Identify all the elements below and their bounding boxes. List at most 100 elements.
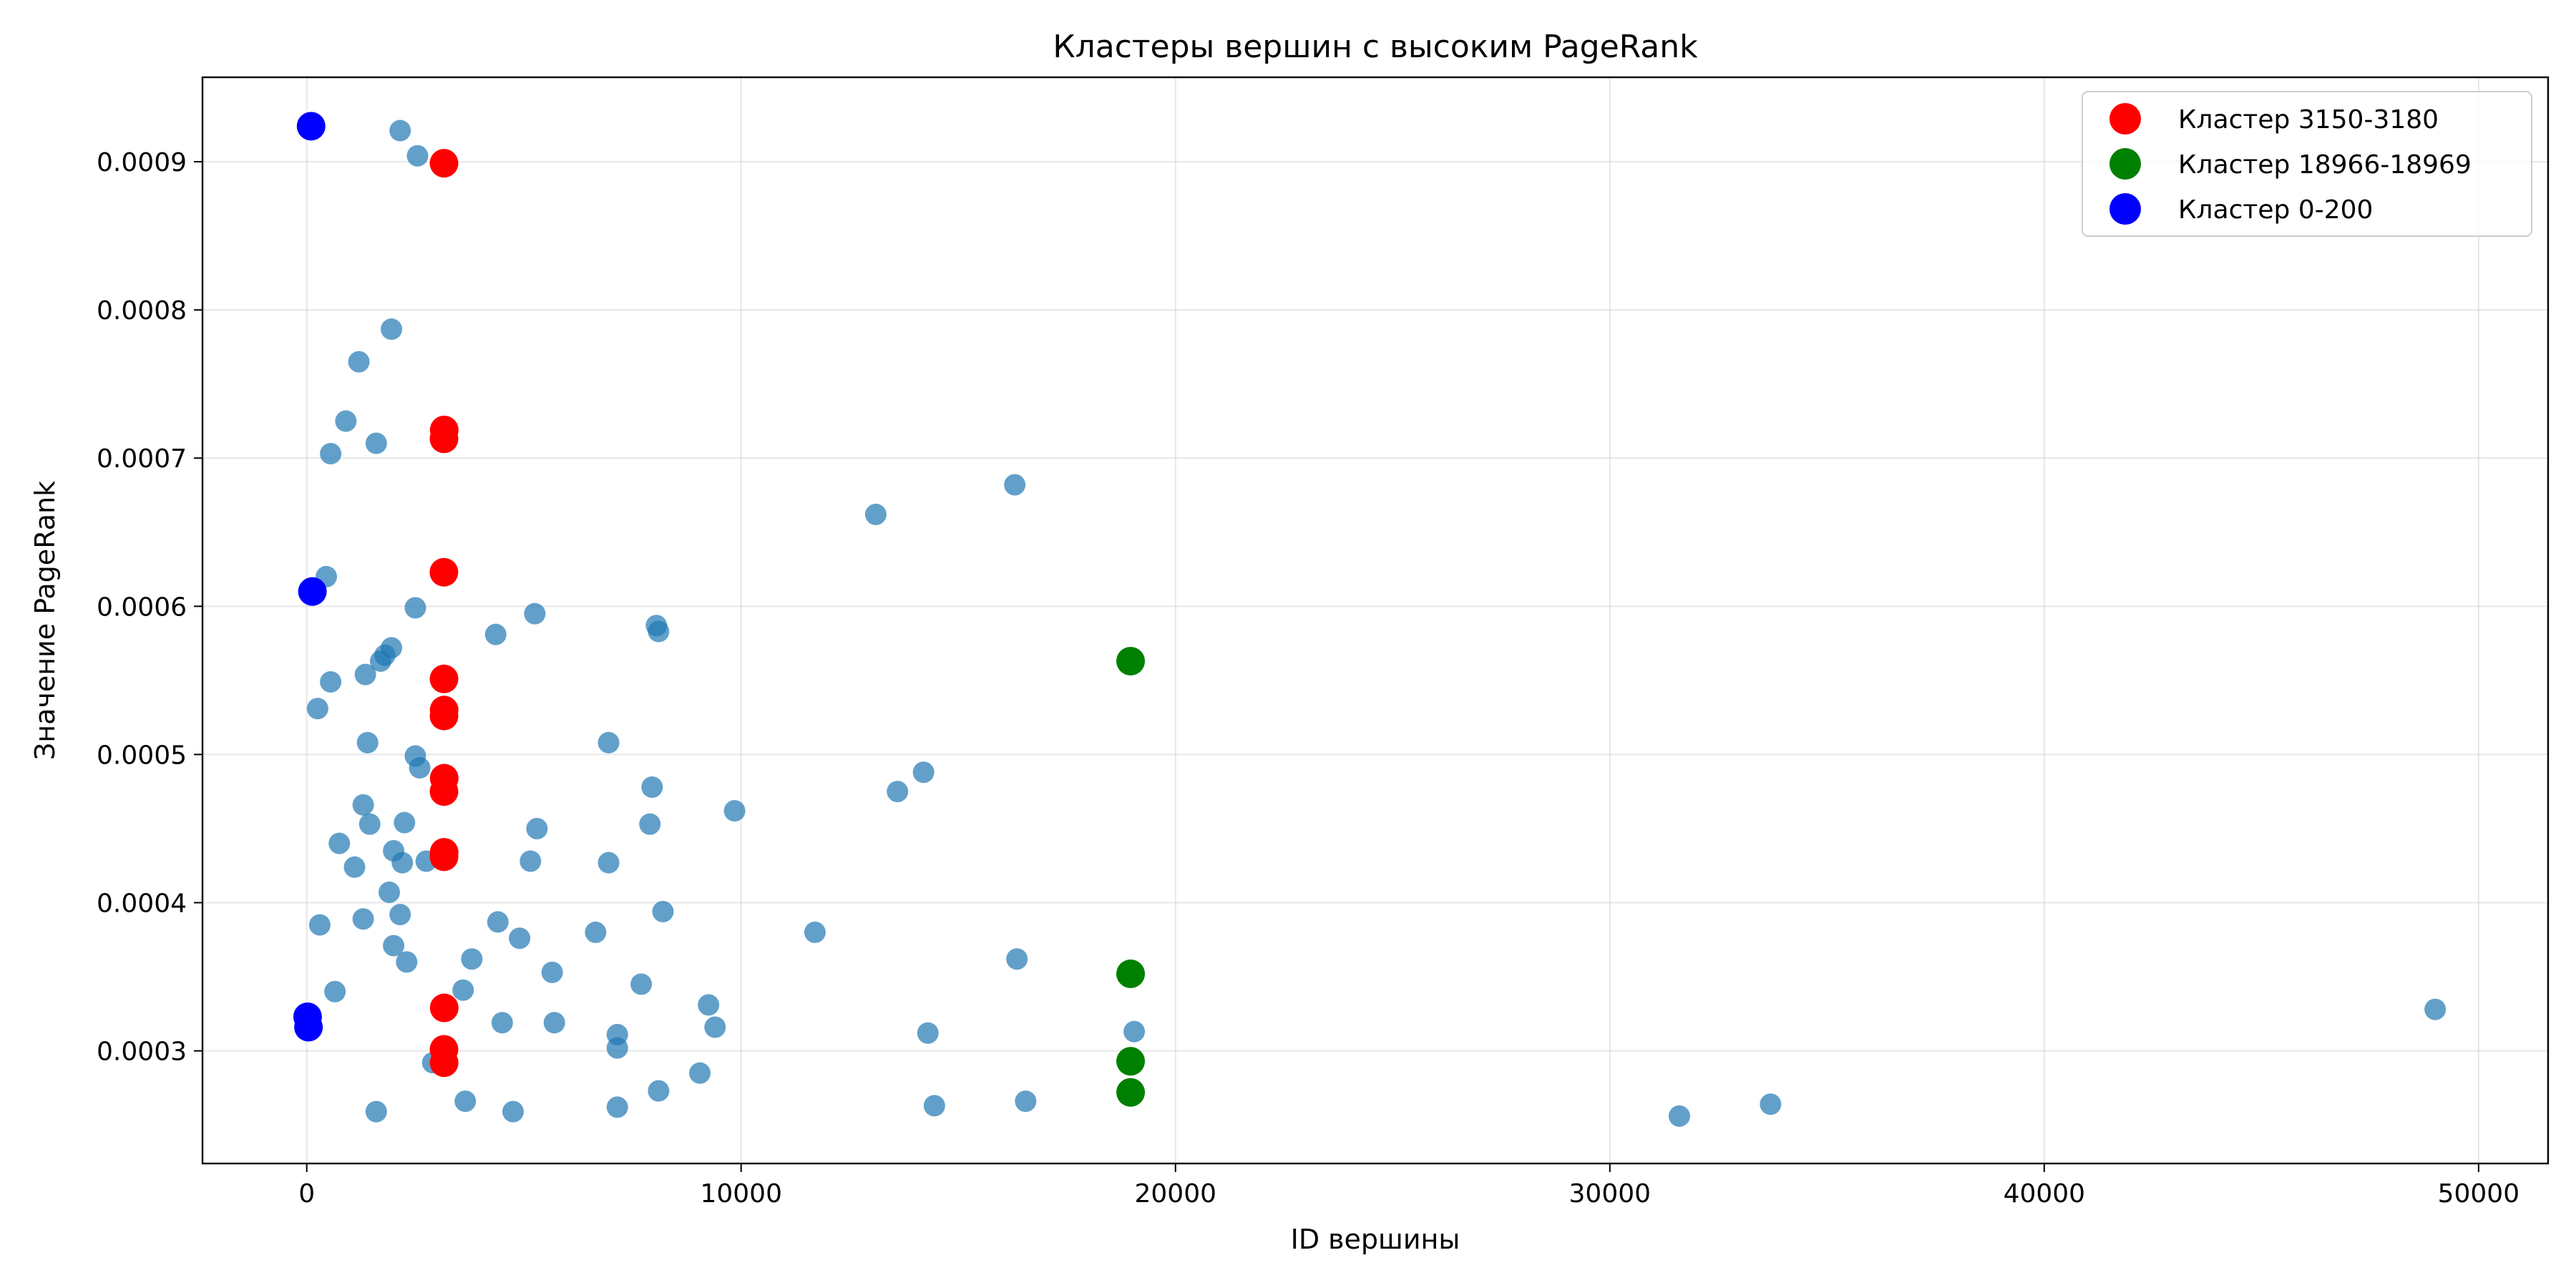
data-point	[1760, 1093, 1782, 1116]
x-tick-label: 10000	[700, 1179, 782, 1209]
data-point	[335, 410, 357, 432]
data-point	[328, 832, 351, 854]
data-point	[526, 817, 548, 839]
grid-lines	[203, 77, 2548, 1163]
data-point	[524, 602, 546, 625]
cluster-point	[429, 777, 459, 806]
data-point	[597, 731, 620, 753]
data-point	[519, 850, 542, 872]
data-point	[491, 1012, 513, 1034]
legend-items: Кластер 3150-3180 Кластер 18966-18969 Клас…	[2109, 103, 2472, 225]
data-point	[383, 935, 405, 957]
cluster-point	[429, 557, 459, 587]
x-tick-label: 0	[298, 1179, 315, 1209]
data-point	[704, 1016, 726, 1038]
legend: Кластер 3150-3180 Кластер 18966-18969 Клас…	[2082, 91, 2532, 237]
cluster-point	[1116, 1047, 1146, 1076]
data-point	[641, 776, 663, 798]
data-point	[354, 663, 376, 686]
data-point	[396, 951, 418, 973]
data-point	[543, 1012, 565, 1034]
data-point	[648, 620, 670, 643]
cluster-point	[429, 424, 459, 454]
data-point	[409, 757, 431, 779]
legend-marker	[2109, 193, 2141, 225]
data-point	[804, 921, 826, 943]
data-point	[606, 1096, 628, 1118]
data-point	[358, 813, 381, 835]
data-point	[2424, 998, 2446, 1020]
data-point	[723, 800, 746, 822]
cluster-point	[1116, 959, 1146, 988]
cluster-point	[294, 1013, 323, 1042]
data-point	[348, 351, 370, 373]
y-axis-ticks: 0.0003 0.0004 0.0005 0.0006 0.0007 0.0008 0.00…	[97, 148, 203, 1067]
plot-frame	[201, 76, 2550, 1165]
data-point	[452, 979, 474, 1001]
y-tick-label: 0.0009	[97, 148, 187, 177]
data-point	[352, 908, 374, 930]
y-tick-label: 0.0004	[97, 889, 187, 919]
data-point	[343, 856, 366, 878]
data-point	[404, 597, 426, 619]
data-point	[887, 781, 909, 803]
data-point	[639, 813, 661, 835]
y-tick-label: 0.0005	[97, 741, 187, 770]
data-point	[365, 432, 387, 454]
data-point	[356, 731, 379, 753]
cluster-point	[429, 993, 459, 1023]
cluster-point	[1116, 646, 1146, 675]
data-point	[394, 811, 416, 834]
y-tick-label: 0.0006	[97, 592, 187, 622]
x-axis-ticks: 0 10000 20000 30000 40000 50000	[298, 1163, 2519, 1209]
cluster-point	[298, 577, 327, 606]
cluster-point	[429, 842, 459, 872]
cluster-point	[429, 664, 459, 693]
data-point	[461, 948, 483, 970]
data-point	[369, 650, 391, 672]
data-point	[352, 794, 374, 816]
data-point	[630, 973, 653, 995]
cluster-point	[429, 701, 459, 731]
data-point	[484, 623, 507, 645]
legend-label: Кластер 18966-18969	[2178, 150, 2472, 180]
data-point	[698, 994, 720, 1016]
data-point	[597, 852, 620, 874]
legend-label: Кластер 3150-3180	[2178, 105, 2439, 135]
data-point	[541, 961, 563, 983]
x-axis-label: ID вершины	[1291, 1224, 1460, 1255]
data-point	[1668, 1105, 1690, 1127]
data-point	[381, 318, 403, 341]
data-point	[320, 670, 342, 693]
data-point	[509, 927, 531, 950]
chart-title: Кластеры вершин с высоким PageRank	[1053, 29, 1698, 65]
data-point	[308, 914, 331, 936]
legend-label: Кластер 0-200	[2178, 195, 2373, 225]
data-point	[652, 900, 674, 922]
data-point	[912, 761, 935, 784]
data-point	[1004, 474, 1026, 496]
data-point	[406, 145, 429, 167]
data-point	[1123, 1020, 1146, 1043]
data-point	[1015, 1091, 1037, 1113]
data-point	[454, 1091, 477, 1113]
cluster-point	[429, 1048, 459, 1078]
y-axis-label: Значение PageRank	[29, 481, 61, 760]
x-tick-label: 30000	[1569, 1179, 1652, 1209]
data-point	[389, 904, 411, 926]
cluster-point	[1116, 1078, 1146, 1107]
plot-area	[203, 77, 2548, 1163]
data-point	[502, 1101, 525, 1123]
y-tick-label: 0.0003	[97, 1038, 187, 1067]
data-point	[864, 503, 887, 525]
cluster-point	[296, 112, 326, 141]
data-point	[320, 443, 342, 465]
x-tick-label: 50000	[2438, 1179, 2520, 1209]
x-tick-label: 20000	[1134, 1179, 1216, 1209]
data-point	[606, 1037, 628, 1059]
legend-marker	[2109, 148, 2141, 180]
data-point	[689, 1062, 711, 1084]
data-point	[306, 698, 328, 720]
